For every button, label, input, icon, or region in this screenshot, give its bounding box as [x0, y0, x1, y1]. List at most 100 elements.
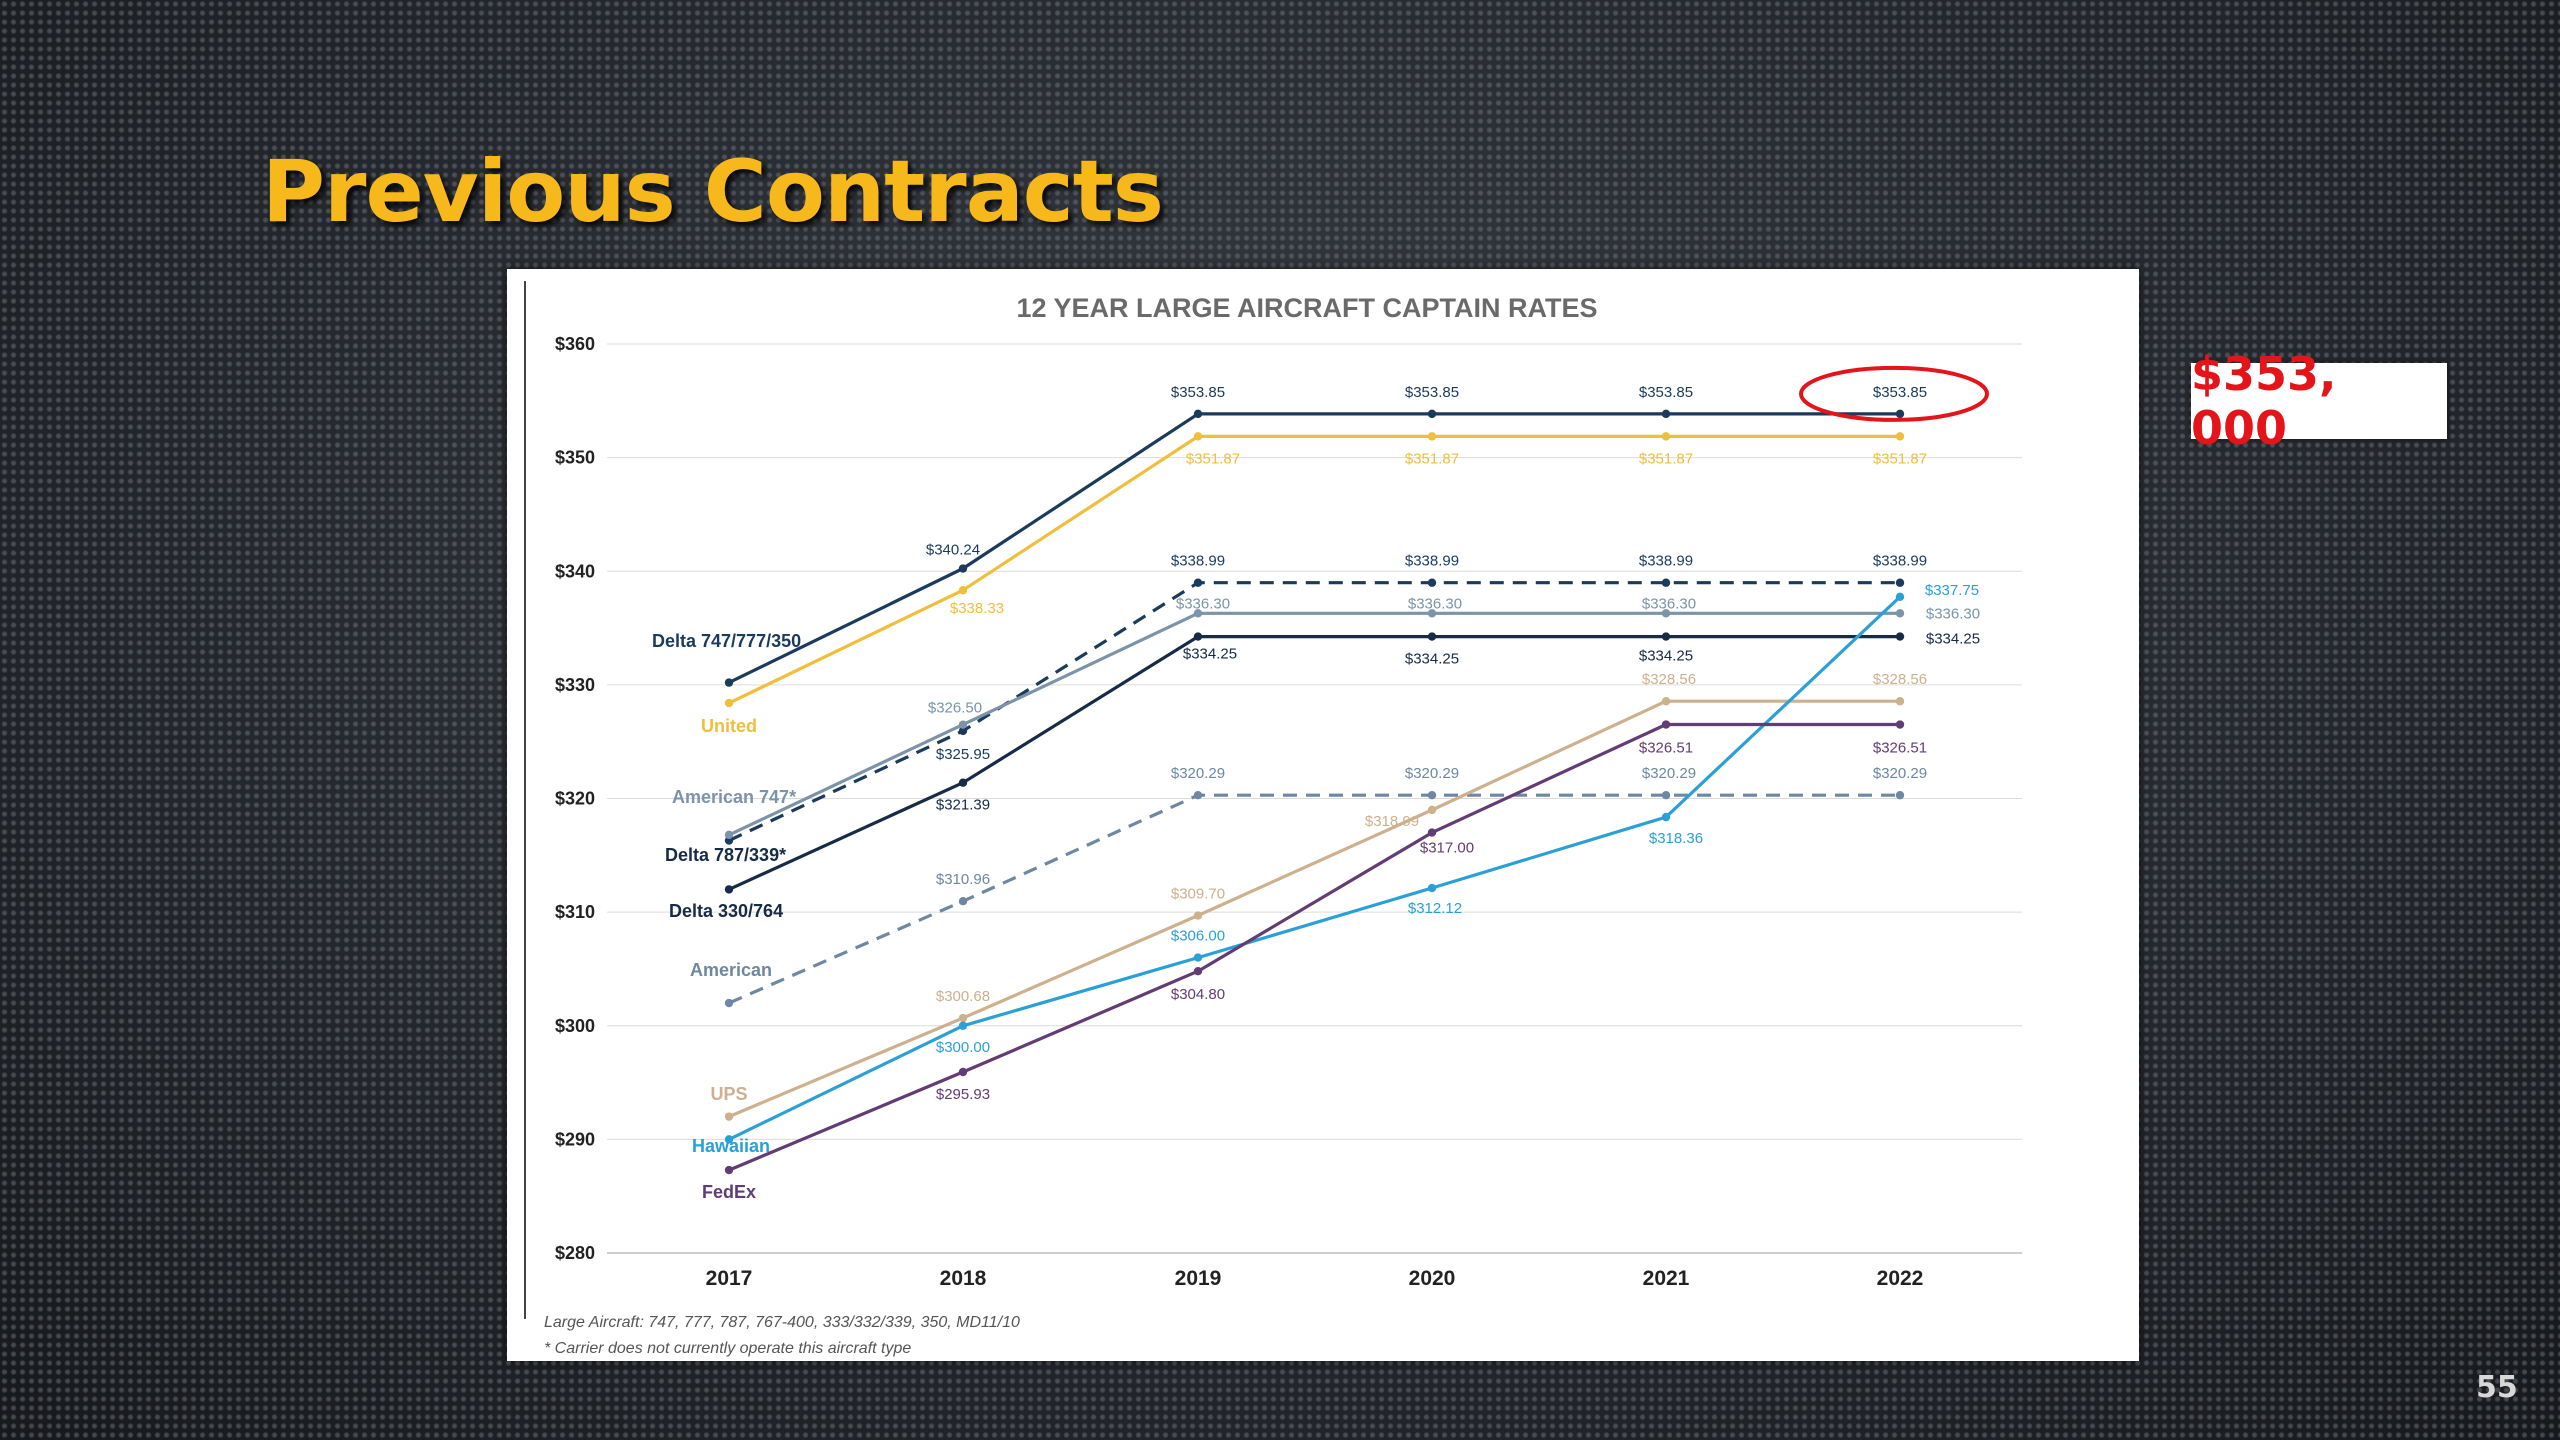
data-label-hawaiian: $318.36: [1649, 830, 1703, 847]
data-point-delta-787-339: [1193, 578, 1203, 587]
data-label-ups: $309.70: [1171, 886, 1225, 903]
series-name-american-747: American 747*: [672, 787, 796, 807]
data-label-fedex: $304.80: [1171, 986, 1225, 1003]
data-label-american: $320.29: [1642, 765, 1696, 782]
data-point-hawaiian: [1661, 812, 1671, 822]
data-point-american-747: [1427, 609, 1437, 618]
data-label-delta-787-339: $325.95: [936, 746, 990, 763]
y-tick-label: $310: [555, 902, 595, 922]
data-point-delta-330-764: [1427, 632, 1437, 641]
rate-callout-box: $353, 000: [2191, 347, 2447, 455]
data-point-american-747: [1193, 609, 1203, 618]
data-point-fedex: [1895, 720, 1905, 729]
data-label-united: $351.87: [1639, 450, 1693, 467]
data-label-fedex: $295.93: [936, 1086, 990, 1103]
data-label-ups: $318.99: [1365, 813, 1419, 830]
data-point-delta-330-764: [724, 885, 734, 894]
data-label-delta-787-339: $338.99: [1405, 553, 1459, 570]
series-name-hawaiian: Hawaiian: [692, 1136, 770, 1156]
data-point-american-747: [724, 830, 734, 840]
data-point-fedex: [1193, 967, 1203, 976]
data-label-american: $320.29: [1171, 765, 1225, 782]
data-label-american-747: $336.30: [1642, 595, 1696, 612]
data-label-delta-330-764: $321.39: [936, 797, 990, 814]
data-point-ups: [1661, 697, 1671, 706]
series-line-hawaiian: [728, 595, 1902, 1141]
series-name-delta-747-777-350: Delta 747/777/350: [652, 631, 801, 651]
series-line-fedex: [728, 722, 1900, 1172]
data-label-delta-747-777-350: $353.85: [1873, 384, 1927, 401]
data-label-hawaiian: $306.00: [1171, 928, 1225, 945]
data-label-american-747: $336.30: [1176, 595, 1230, 612]
data-label-delta-747-777-350: $353.85: [1405, 384, 1459, 401]
x-tick-label: 2019: [1175, 1267, 1222, 1290]
chart-panel: 12 YEAR LARGE AIRCRAFT CAPTAIN RATES $280…: [507, 269, 2139, 1361]
data-label-delta-747-777-350: $353.85: [1639, 384, 1693, 401]
data-point-delta-787-339: [958, 726, 968, 736]
data-label-fedex: $326.51: [1639, 740, 1693, 757]
data-point-united: [958, 586, 968, 595]
data-point-united: [724, 698, 734, 708]
data-point-ups: [1895, 697, 1905, 706]
data-point-fedex: [724, 1165, 734, 1175]
data-point-hawaiian: [1427, 883, 1437, 893]
data-label-delta-747-777-350: $353.85: [1171, 384, 1225, 401]
data-point-american-747: [958, 720, 968, 729]
data-label-fedex: $317.00: [1420, 840, 1474, 857]
data-point-delta-787-339: [1661, 578, 1671, 587]
series-name-delta-330-764: Delta 330/764: [669, 901, 783, 921]
chart-title: 12 YEAR LARGE AIRCRAFT CAPTAIN RATES: [1016, 293, 1597, 323]
data-point-delta-330-764: [1193, 632, 1203, 641]
series-name-delta-787-339: Delta 787/339*: [665, 845, 786, 865]
data-point-american: [724, 998, 734, 1008]
data-point-fedex: [1427, 828, 1437, 837]
page-number: 55: [2476, 1370, 2518, 1405]
data-point-american: [1661, 791, 1671, 800]
series-name-american: American: [690, 960, 772, 980]
data-point-ups: [1193, 911, 1203, 920]
data-point-delta-747-777-350: [1895, 409, 1905, 419]
x-tick-label: 2021: [1643, 1267, 1690, 1290]
y-tick-label: $300: [555, 1016, 595, 1036]
data-point-united: [1895, 432, 1905, 441]
y-tick-label: $350: [555, 448, 595, 468]
data-label-fedex: $326.51: [1873, 740, 1927, 757]
data-label-delta-747-777-350: $340.24: [926, 542, 980, 559]
data-label-american-747: $336.30: [1926, 605, 1980, 622]
data-point-hawaiian: [1895, 592, 1905, 602]
data-point-delta-787-339: [1895, 578, 1905, 587]
data-label-american: $320.29: [1405, 765, 1459, 782]
data-point-delta-330-764: [958, 778, 968, 787]
data-point-american-747: [1895, 609, 1905, 618]
data-label-ups: $300.68: [936, 988, 990, 1005]
data-point-ups: [724, 1112, 734, 1121]
captain-rates-line-chart: 12 YEAR LARGE AIRCRAFT CAPTAIN RATES $280…: [524, 281, 2022, 1357]
series-name-ups: UPS: [710, 1084, 747, 1104]
data-label-delta-787-339: $338.99: [1639, 553, 1693, 570]
data-point-delta-747-777-350: [724, 678, 734, 687]
y-tick-label: $290: [555, 1129, 595, 1149]
x-tick-label: 2022: [1877, 1267, 1924, 1290]
chart-footnote: * Carrier does not currently operate thi…: [544, 1340, 911, 1357]
series-line-delta-787-339: [728, 581, 1900, 842]
data-label-delta-330-764: $334.25: [1639, 648, 1693, 665]
y-tick-label: $360: [555, 334, 595, 354]
data-point-delta-747-777-350: [1193, 409, 1203, 419]
y-tick-label: $320: [555, 789, 595, 809]
data-label-delta-787-339: $338.99: [1873, 553, 1927, 570]
data-point-delta-747-777-350: [1661, 409, 1671, 419]
series-name-fedex: FedEx: [702, 1182, 756, 1202]
data-label-american: $320.29: [1873, 765, 1927, 782]
data-point-american: [1895, 791, 1905, 800]
series-line-delta-330-764: [728, 635, 1900, 891]
series-line-united: [728, 434, 1900, 705]
series-line-american-747: [728, 611, 1900, 837]
data-point-delta-330-764: [1661, 632, 1671, 641]
data-label-delta-330-764: $334.25: [1926, 631, 1980, 648]
data-label-american-747: $336.30: [1408, 595, 1462, 612]
x-tick-label: 2020: [1409, 1267, 1456, 1290]
data-point-delta-787-339: [1427, 578, 1437, 587]
data-label-united: $351.87: [1186, 450, 1240, 467]
data-point-united: [1427, 432, 1437, 441]
series-line-ups: [728, 699, 1900, 1119]
